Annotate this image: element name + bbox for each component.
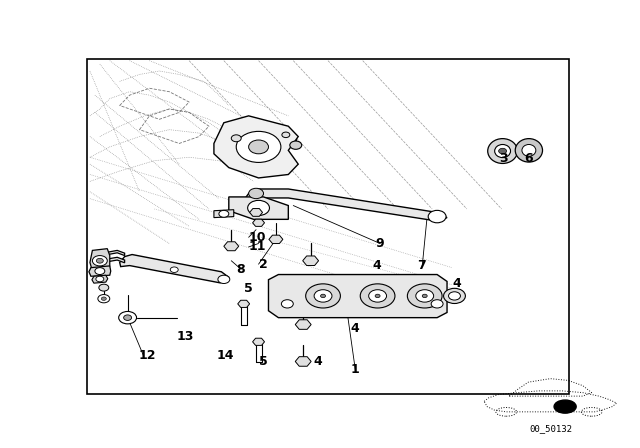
Polygon shape [120, 254, 229, 283]
Polygon shape [229, 197, 288, 220]
Circle shape [124, 315, 132, 320]
Circle shape [422, 294, 428, 297]
Circle shape [101, 297, 106, 301]
Text: 4: 4 [313, 355, 322, 368]
Circle shape [375, 294, 380, 297]
Text: 2: 2 [259, 258, 268, 271]
Circle shape [118, 311, 136, 324]
Circle shape [231, 135, 241, 142]
Circle shape [219, 211, 229, 217]
Ellipse shape [515, 138, 543, 162]
Polygon shape [303, 256, 319, 266]
Text: 5: 5 [244, 282, 252, 295]
Circle shape [290, 141, 301, 149]
Text: 1: 1 [350, 363, 359, 376]
Circle shape [248, 200, 269, 215]
Polygon shape [214, 116, 298, 178]
Circle shape [249, 140, 269, 154]
Text: 11: 11 [249, 241, 266, 254]
Text: 7: 7 [417, 259, 426, 272]
Polygon shape [253, 338, 264, 345]
Polygon shape [253, 219, 264, 226]
Polygon shape [89, 266, 111, 276]
Circle shape [431, 300, 443, 308]
Polygon shape [269, 235, 283, 244]
Circle shape [92, 255, 108, 266]
Text: 13: 13 [177, 330, 194, 343]
Circle shape [218, 275, 230, 284]
Polygon shape [237, 300, 250, 307]
Circle shape [314, 290, 332, 302]
Circle shape [449, 292, 460, 300]
Circle shape [236, 131, 281, 163]
Circle shape [407, 284, 442, 308]
Polygon shape [244, 189, 447, 221]
Polygon shape [90, 249, 110, 273]
Text: 4: 4 [452, 277, 461, 290]
Circle shape [96, 276, 104, 282]
Circle shape [444, 289, 465, 303]
Text: 6: 6 [524, 152, 532, 165]
Circle shape [428, 211, 446, 223]
Polygon shape [92, 275, 108, 283]
Circle shape [282, 300, 293, 308]
Circle shape [95, 267, 105, 275]
Circle shape [99, 284, 109, 291]
Polygon shape [97, 257, 125, 263]
Circle shape [554, 400, 576, 413]
Ellipse shape [581, 408, 602, 416]
Text: 5: 5 [259, 355, 268, 368]
Circle shape [369, 290, 387, 302]
Ellipse shape [522, 145, 536, 156]
Circle shape [416, 290, 434, 302]
Polygon shape [224, 242, 239, 251]
Ellipse shape [496, 408, 516, 416]
Ellipse shape [495, 145, 511, 158]
Ellipse shape [488, 138, 518, 164]
Polygon shape [295, 357, 311, 366]
Text: 3: 3 [499, 152, 508, 165]
Text: 8: 8 [236, 263, 245, 276]
Circle shape [282, 132, 290, 138]
Text: 12: 12 [138, 349, 156, 362]
Circle shape [499, 148, 507, 154]
Circle shape [97, 258, 103, 263]
Polygon shape [99, 250, 125, 256]
Text: 10: 10 [249, 231, 266, 244]
Polygon shape [269, 275, 447, 318]
Circle shape [248, 188, 264, 198]
Text: 14: 14 [216, 349, 234, 362]
Text: 4: 4 [350, 322, 359, 335]
Polygon shape [214, 210, 234, 218]
Circle shape [306, 284, 340, 308]
Text: 00_50132: 00_50132 [529, 424, 572, 433]
Circle shape [170, 267, 178, 272]
Circle shape [98, 294, 110, 303]
Polygon shape [295, 320, 311, 329]
Text: 4: 4 [372, 259, 381, 272]
Circle shape [321, 294, 326, 297]
Circle shape [360, 284, 395, 308]
Polygon shape [250, 209, 262, 216]
Text: 9: 9 [375, 237, 384, 250]
